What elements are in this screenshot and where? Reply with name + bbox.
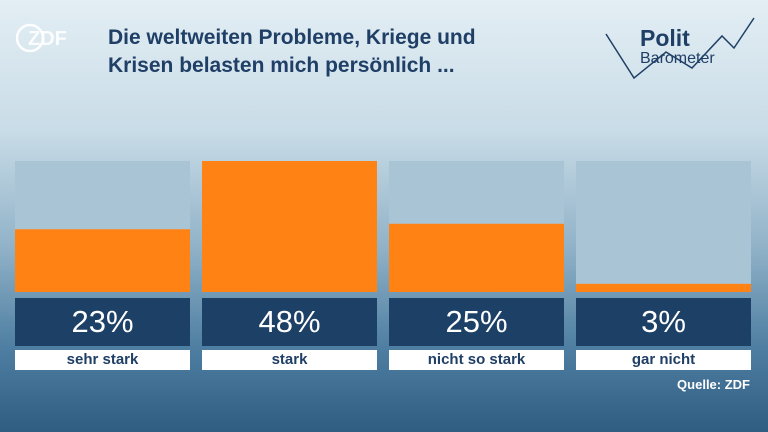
- chart-title-line-1: Die weltweiten Probleme, Kriege und: [108, 26, 476, 49]
- category-tick-label: sehr stark: [15, 350, 190, 370]
- zdf-logo-icon: ZDF: [15, 23, 78, 53]
- bar: [202, 161, 377, 292]
- chart-title: Die weltweiten Probleme, Kriege und Kris…: [108, 24, 578, 80]
- bar: [576, 283, 751, 292]
- category-tick-label: nicht so stark: [389, 350, 564, 370]
- category-tick-label: stark: [202, 350, 377, 370]
- data-label: 48%: [202, 298, 377, 346]
- politbarometer-line-1: Polit: [640, 25, 690, 51]
- data-label: 23%: [15, 298, 190, 346]
- data-label: 3%: [576, 298, 751, 346]
- category-tick-label: gar nicht: [576, 350, 751, 370]
- data-label: 25%: [389, 298, 564, 346]
- chart-title-line-2: Krisen belasten mich persönlich ...: [108, 54, 455, 77]
- politbarometer-logo: Polit Barometer: [604, 12, 756, 96]
- politbarometer-line-2: Barometer: [640, 50, 715, 67]
- source-label: Quelle: ZDF: [677, 377, 750, 392]
- bar: [389, 223, 564, 292]
- politbarometer-graph-icon: [605, 17, 755, 80]
- bar-track: [576, 161, 751, 292]
- bar: [15, 229, 190, 292]
- svg-text:ZDF: ZDF: [28, 28, 67, 50]
